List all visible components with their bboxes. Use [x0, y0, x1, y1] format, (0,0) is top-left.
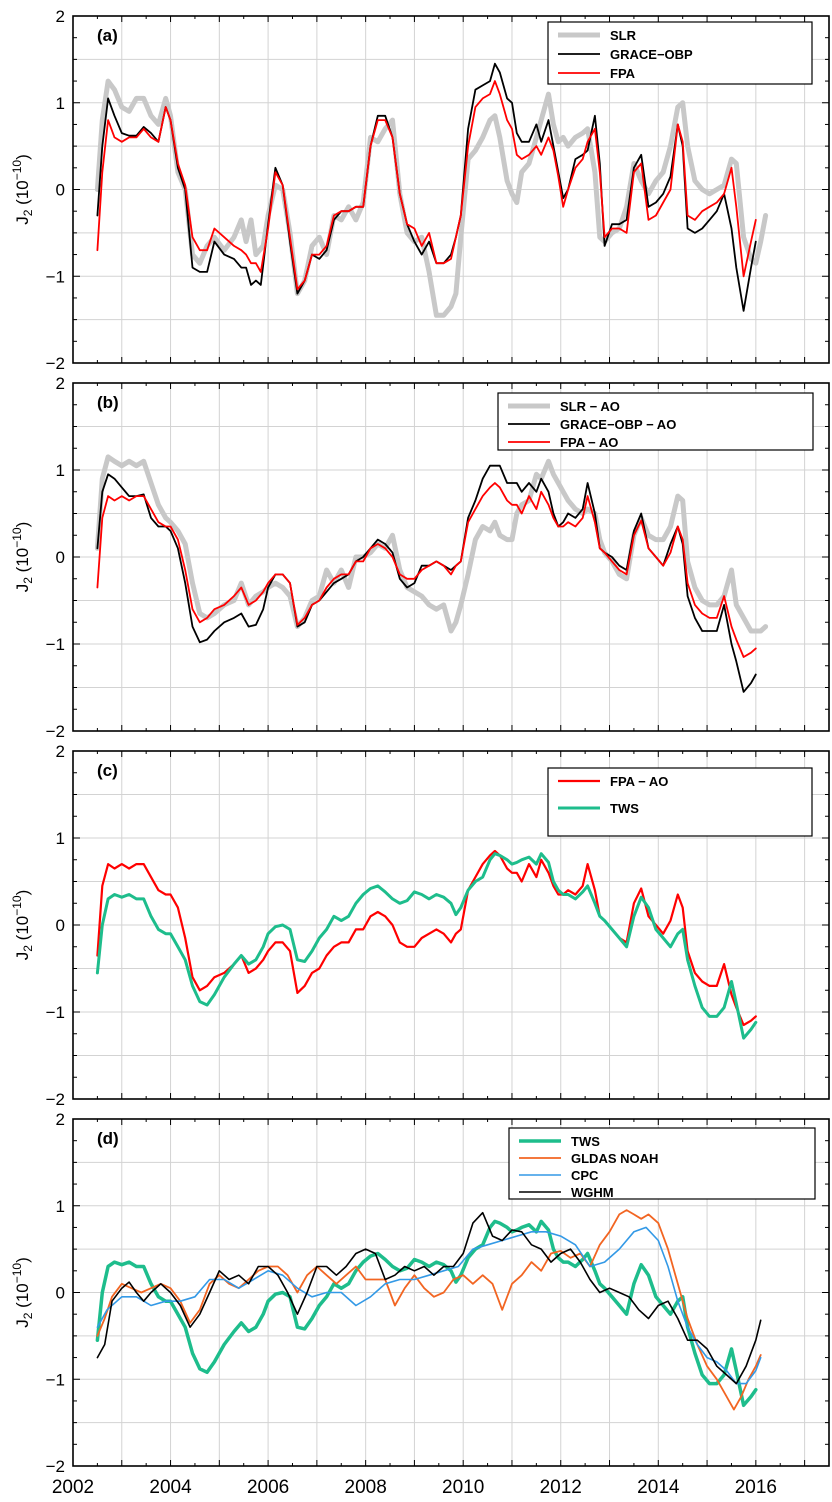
legend-box	[508, 1127, 816, 1200]
y-tick-label: −2	[46, 1090, 65, 1109]
legend: SLR − AO GRACE−OBP − AO FPA − AO	[497, 392, 814, 451]
series-line-1	[96, 849, 757, 1027]
y-tick-label: −1	[46, 635, 65, 654]
legend-label: WGHM	[571, 1185, 614, 1200]
y-tick-label: −1	[46, 267, 65, 286]
y-tick-label: 0	[56, 1284, 65, 1303]
panel-3: −2 −1 0 1 2 J2 (10−10) (c) FPA − AO TWS	[10, 742, 830, 1109]
series-line-1	[94, 454, 769, 634]
y-tick-label: 1	[56, 461, 65, 480]
series-line-3	[96, 482, 757, 658]
x-tick-label: 2010	[442, 1477, 484, 1498]
y-tick-label: −2	[46, 354, 65, 373]
series-group	[94, 454, 769, 693]
panel-1: −2 −1 0 1 2 J2 (10−10) (a) SLR GRACE−OBP FPA	[10, 7, 830, 373]
legend-box	[497, 392, 814, 451]
legend-label: TWS	[571, 1134, 600, 1149]
legend: TWS GLDAS NOAH CPC WGHM	[508, 1127, 816, 1200]
x-tick-label: 2012	[540, 1477, 582, 1498]
legend-label: CPC	[571, 1168, 599, 1183]
y-tick-label: 2	[56, 374, 65, 393]
panel-2: −2 −1 0 1 2 J2 (10−10) (b) SLR − AO GRACE−OBP − …	[10, 374, 830, 741]
series-line-1	[94, 78, 769, 318]
y-tick-label: 0	[56, 181, 65, 200]
series-group	[95, 1209, 762, 1411]
x-tick-label: 2002	[52, 1477, 94, 1498]
y-tick-label: −2	[46, 1457, 65, 1476]
legend-box	[547, 767, 813, 837]
panel-4: −2 −1 0 1 2 J2 (10−10) (d) TWS GLDAS NOAH CPC WGHM	[10, 1110, 830, 1476]
series-line-2	[96, 1209, 762, 1411]
y-tick-label: 1	[56, 1197, 65, 1216]
y-axis-label: J2 (10−10)	[10, 154, 35, 225]
y-tick-label: 1	[56, 829, 65, 848]
x-tick-label: 2016	[735, 1477, 777, 1498]
y-axis-label: J2 (10−10)	[10, 522, 35, 593]
legend-label: GRACE−OBP	[610, 47, 693, 62]
y-tick-label: 0	[56, 916, 65, 935]
legend: SLR GRACE−OBP FPA	[547, 21, 813, 85]
legend-label: FPA	[610, 66, 636, 81]
panel-label: (a)	[97, 26, 118, 45]
series-line-2	[96, 464, 757, 693]
series-line-2	[95, 852, 758, 1040]
legend: FPA − AO TWS	[547, 767, 813, 837]
x-tick-label: 2008	[345, 1477, 387, 1498]
x-tick-label: 2004	[149, 1477, 192, 1498]
legend-label: FPA − AO	[610, 774, 668, 789]
series-group	[94, 62, 769, 318]
y-tick-label: −1	[46, 1370, 65, 1389]
panel-label: (c)	[97, 761, 118, 780]
series-group	[95, 849, 758, 1040]
series-line-2	[96, 62, 757, 312]
series-line-3	[96, 80, 757, 291]
y-tick-label: 0	[56, 548, 65, 567]
legend-label: FPA − AO	[560, 435, 618, 450]
y-tick-label: −2	[46, 722, 65, 741]
legend-label: SLR − AO	[560, 399, 620, 414]
panel-label: (d)	[97, 1129, 119, 1148]
panel-label: (b)	[97, 393, 119, 412]
x-tick-label: 2006	[247, 1477, 289, 1498]
series-line-4	[96, 1211, 762, 1385]
y-tick-label: 2	[56, 1110, 65, 1129]
series-line-3	[96, 1226, 762, 1385]
y-axis-label: J2 (10−10)	[10, 890, 35, 961]
legend-label: SLR	[610, 28, 637, 43]
legend-label: TWS	[610, 801, 639, 816]
y-tick-label: 2	[56, 7, 65, 26]
y-tick-label: −1	[46, 1003, 65, 1022]
y-axis-label: J2 (10−10)	[10, 1257, 35, 1328]
x-tick-label: 2014	[637, 1477, 680, 1498]
legend-label: GRACE−OBP − AO	[560, 417, 676, 432]
y-tick-label: 1	[56, 94, 65, 113]
y-tick-label: 2	[56, 742, 65, 761]
legend-label: GLDAS NOAH	[571, 1151, 658, 1166]
series-line-1	[95, 1219, 758, 1408]
